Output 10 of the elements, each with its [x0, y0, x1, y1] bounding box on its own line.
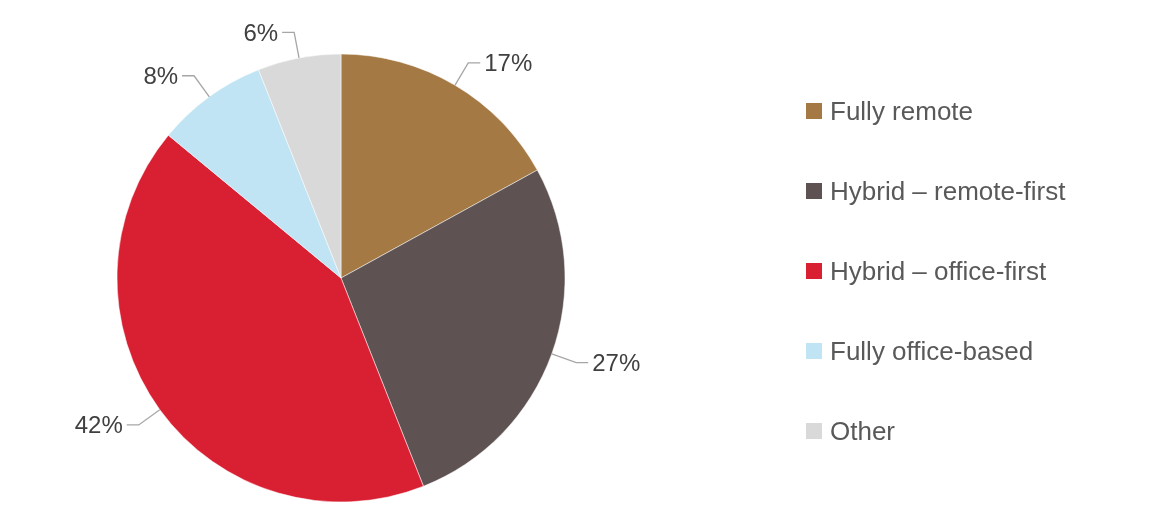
legend-label: Other [830, 416, 896, 447]
data-label: 6% [243, 18, 279, 46]
data-label: 8% [143, 62, 179, 90]
legend-label: Fully office-based [830, 336, 1034, 367]
legend-label: Hybrid – remote-first [830, 176, 1067, 207]
data-label: 27% [592, 349, 641, 377]
legend-label: Hybrid – office-first [830, 256, 1048, 287]
data-label: 17% [484, 49, 533, 77]
data-label: 42% [74, 411, 123, 439]
legend-label: Fully remote [830, 96, 974, 127]
